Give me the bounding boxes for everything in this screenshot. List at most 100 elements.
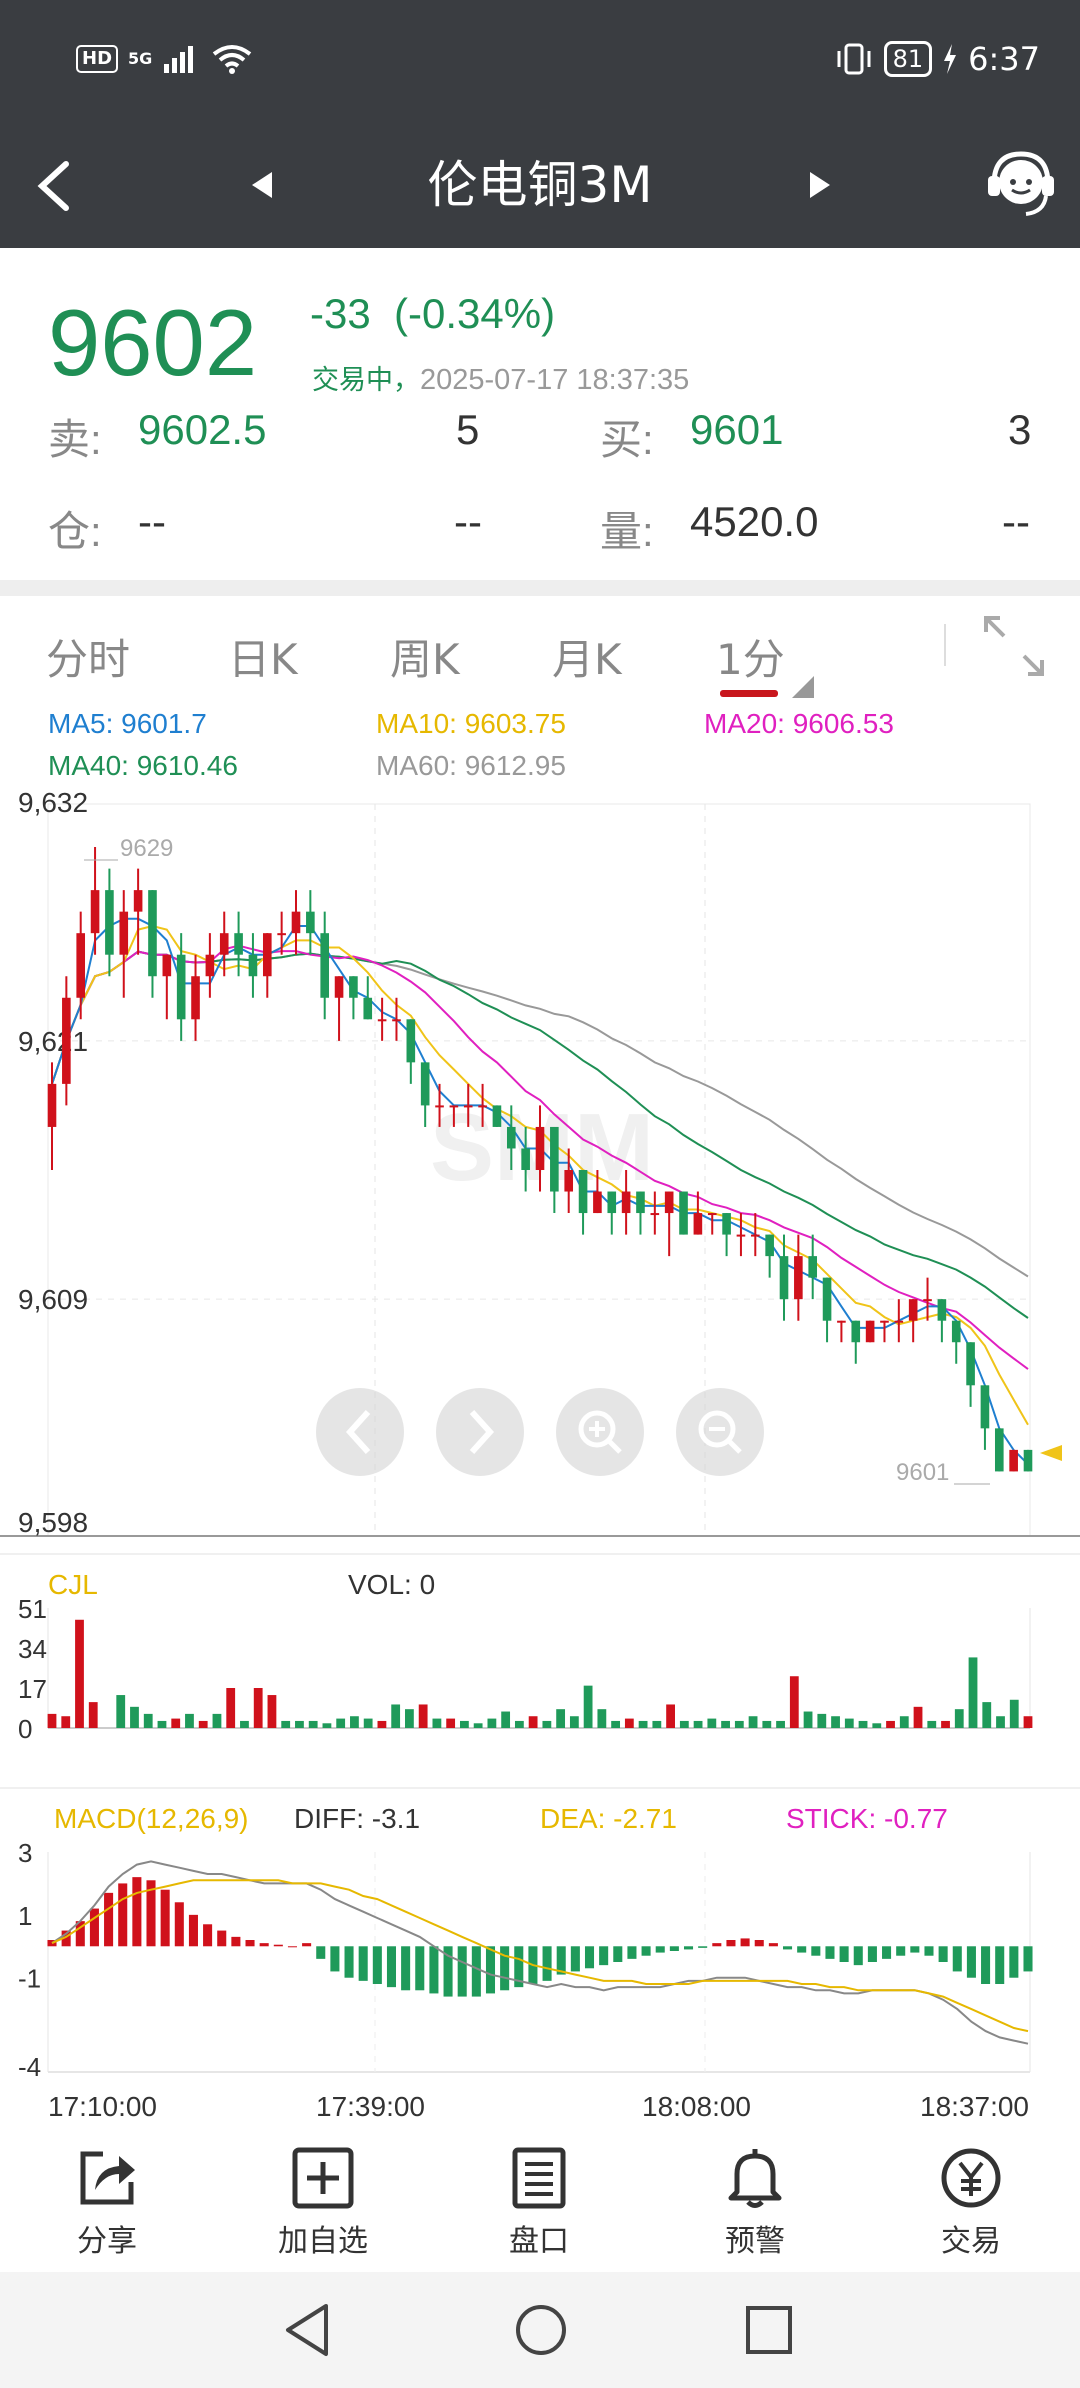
volume-bar — [693, 1720, 703, 1728]
macd-bar — [768, 1943, 778, 1947]
system-navigation-bar — [0, 2272, 1080, 2388]
candle-body — [564, 1170, 574, 1192]
candle-body — [478, 1105, 487, 1108]
macd-bar — [966, 1946, 976, 1978]
add-watchlist-label: 加自选 — [278, 2224, 368, 2259]
candle-body — [865, 1320, 875, 1343]
buy-qty: 3 — [1008, 406, 1032, 453]
macd-bar — [641, 1946, 651, 1956]
macd-bar — [783, 1946, 793, 1950]
macd-bar — [825, 1946, 835, 1959]
prev-instrument-icon[interactable] — [250, 170, 274, 200]
candle-body — [593, 1191, 602, 1214]
fullscreen-icon[interactable] — [982, 614, 1046, 678]
next-instrument-icon[interactable] — [808, 170, 832, 200]
share-button[interactable]: 分享 — [37, 2146, 177, 2260]
tab-timeshare[interactable]: 分时 — [46, 635, 131, 684]
candle-body — [334, 976, 344, 998]
home-nav-icon[interactable] — [514, 2302, 568, 2358]
volume-bar — [666, 1704, 675, 1728]
document-list-icon — [512, 2147, 566, 2209]
tab-daily-k[interactable]: 日K — [228, 635, 298, 684]
volume-bar — [253, 1688, 263, 1728]
macd-bar — [627, 1946, 637, 1959]
vol-info: VOL: 0 — [348, 1569, 435, 1600]
macd-bar — [245, 1940, 255, 1947]
candle-body — [205, 954, 215, 977]
macd-stick: STICK: -0.77 — [786, 1803, 948, 1834]
macd-y-tick-label: 1 — [18, 1901, 32, 1931]
macd-bar — [542, 1946, 552, 1981]
volume-bar — [240, 1720, 249, 1728]
macd-bar — [429, 1946, 439, 1994]
macd-bar — [259, 1943, 269, 1947]
alert-button[interactable]: 预警 — [685, 2146, 825, 2260]
volume-bar — [762, 1720, 772, 1728]
volume-bar — [226, 1688, 236, 1728]
bell-icon — [728, 2149, 782, 2208]
ma20-legend: MA20: 9606.53 — [704, 708, 894, 739]
candle-body — [636, 1191, 645, 1214]
macd-bar — [910, 1946, 920, 1953]
period-dropdown-icon[interactable] — [792, 676, 814, 698]
volume-bar — [679, 1720, 689, 1728]
candle-body — [449, 1105, 459, 1108]
candle-body — [176, 954, 186, 1020]
zoom-in-icon[interactable] — [556, 1388, 644, 1476]
tab-1min[interactable]: 1分 — [716, 635, 785, 684]
zoom-out-icon[interactable] — [676, 1388, 764, 1476]
volume-label: 量: — [600, 508, 654, 555]
macd-diff: DIFF: -3.1 — [294, 1803, 420, 1834]
add-watchlist-button[interactable]: 加自选 — [253, 2146, 393, 2260]
price-y-tick-label: 9,609 — [18, 1284, 88, 1315]
volume-bar — [624, 1718, 634, 1728]
candle-body — [392, 1019, 401, 1022]
macd-bar — [188, 1914, 198, 1947]
volume-bar — [377, 1720, 387, 1728]
tab-weekly-k[interactable]: 周K — [390, 635, 460, 684]
macd-bar — [839, 1946, 849, 1962]
macd-bar — [132, 1877, 142, 1947]
candle-body — [679, 1191, 688, 1235]
macd-bar — [853, 1946, 863, 1966]
macd-bar — [61, 1930, 71, 1947]
candle-body — [722, 1213, 731, 1235]
ma60-legend: MA60: 9612.95 — [376, 750, 566, 781]
macd-chart[interactable]: MACD(12,26,9) DIFF: -3.1 DEA: -2.71 STICK: … — [0, 1790, 1080, 2130]
price-y-tick-label: 9,621 — [18, 1026, 88, 1057]
tab-monthly-k[interactable]: 月K — [552, 635, 622, 684]
trade-button[interactable]: 交易 — [901, 2146, 1041, 2260]
volume-bar — [803, 1711, 813, 1728]
sell-price: 9602.5 — [138, 406, 267, 453]
macd-bar — [287, 1946, 297, 1948]
position-label: 仓: — [48, 508, 102, 555]
back-icon[interactable] — [30, 156, 80, 216]
macd-bar — [75, 1921, 85, 1947]
customer-service-icon[interactable] — [986, 146, 1056, 222]
top-navbar: 伦电铜3M — [0, 130, 1080, 248]
macd-bar — [655, 1946, 665, 1953]
macd-bar — [344, 1946, 354, 1978]
scroll-right-icon[interactable] — [436, 1388, 524, 1476]
trade-timestamp: 2025-07-17 18:37:35 — [420, 364, 690, 396]
macd-bar — [358, 1946, 368, 1981]
volume-chart[interactable]: CJL VOL: 0 51 34 17 0 — [0, 1550, 1080, 1790]
candle-body — [535, 1126, 545, 1170]
volume-bar — [996, 1716, 1005, 1728]
scroll-left-icon[interactable] — [316, 1388, 404, 1476]
candle-body — [736, 1234, 746, 1237]
volume-bar — [542, 1720, 552, 1728]
back-nav-icon[interactable] — [282, 2302, 332, 2358]
candle-body — [62, 997, 71, 1084]
candle-body — [779, 1256, 789, 1300]
macd-bar — [584, 1946, 595, 1969]
recents-nav-icon[interactable] — [744, 2304, 794, 2356]
order-book-button[interactable]: 盘口 — [469, 2146, 609, 2260]
page-title: 伦电铜3M — [427, 156, 653, 214]
candle-body — [1023, 1449, 1033, 1472]
macd-dea-line — [51, 1879, 1029, 2033]
volume-value: 4520.0 — [690, 498, 819, 545]
candle-body — [994, 1428, 1004, 1472]
macd-bar — [669, 1946, 679, 1951]
